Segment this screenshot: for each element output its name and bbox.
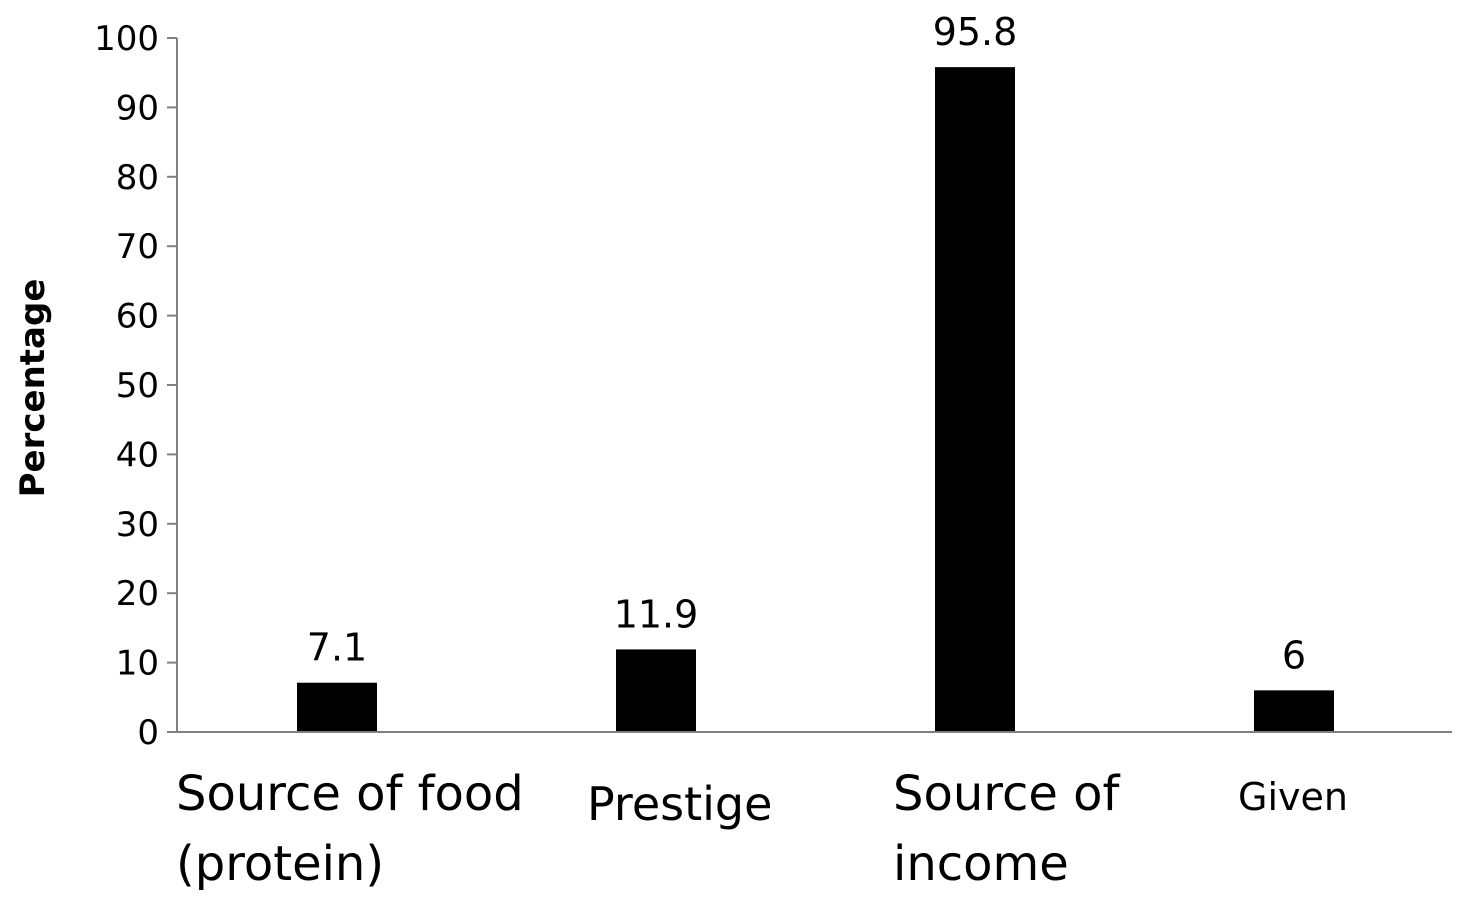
data-label: 7.1 [307,626,367,670]
x-category-label: Prestige [587,777,772,831]
y-tick-label: 100 [94,19,159,59]
y-axis-title: Percentage [13,279,53,498]
data-label: 95.8 [933,10,1018,54]
x-category-label: Source of food [176,766,524,822]
y-tick-label: 0 [137,713,159,753]
y-tick-label: 60 [116,297,159,337]
y-tick-label: 70 [116,227,159,267]
x-axis: Source of food (protein) Prestige Source o… [167,731,1452,892]
x-category-label: Given [1238,775,1348,819]
x-category-label: Source of [893,766,1120,822]
y-tick-label: 10 [116,644,159,684]
y-tick-label: 40 [116,435,159,475]
data-label: 6 [1282,633,1306,677]
bar [935,67,1015,732]
bar [616,649,696,732]
y-tick-label: 50 [116,366,159,406]
bars: 7.1 11.9 95.8 6 [297,10,1334,732]
y-axis: 0 10 20 30 40 50 60 70 80 90 100 [94,19,178,753]
y-tick-label: 20 [116,574,159,614]
data-label: 11.9 [614,592,699,636]
x-category-label: income [893,836,1069,892]
x-category-label: (protein) [176,836,384,892]
y-tick-label: 90 [116,88,159,128]
y-tick-label: 80 [116,158,159,198]
y-tick-label: 30 [116,505,159,545]
bar [1254,690,1334,732]
bar [297,682,377,732]
